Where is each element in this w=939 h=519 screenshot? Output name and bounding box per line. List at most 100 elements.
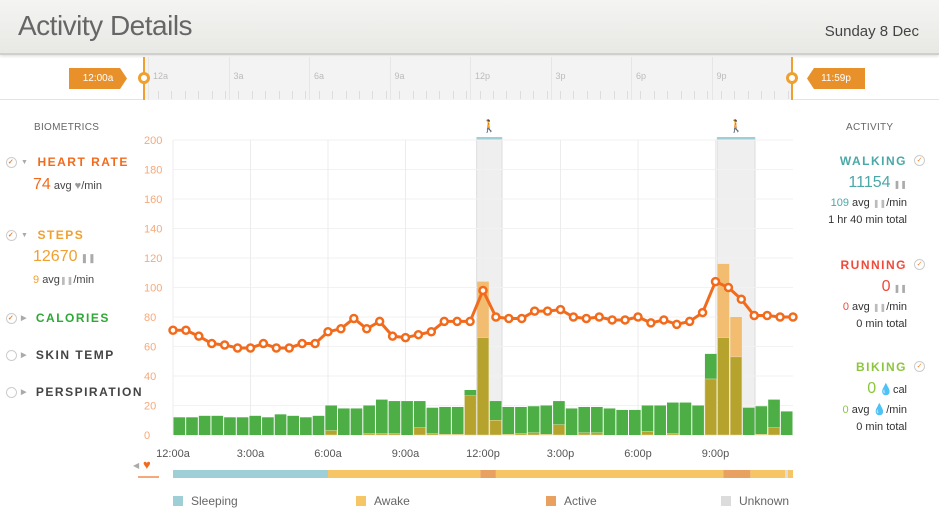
calories-bar bbox=[578, 406, 591, 435]
range-minor-tick bbox=[158, 91, 159, 99]
calories-bar bbox=[198, 415, 211, 435]
steps-bar bbox=[375, 433, 388, 436]
skin-temp-toggle[interactable]: ▶ SKIN TEMP bbox=[6, 348, 115, 362]
heart-rate-point bbox=[271, 343, 282, 353]
caret-right-icon: ▶ bbox=[21, 389, 28, 396]
calories-toggle[interactable]: ✓ ▶ CALORIES bbox=[6, 311, 110, 325]
per-min-label: /min bbox=[886, 197, 907, 209]
walking-avg: 109 bbox=[830, 197, 849, 209]
calories-bar bbox=[527, 406, 540, 435]
range-tick-label: 9a bbox=[394, 71, 405, 81]
range-minor-tick bbox=[426, 91, 427, 99]
calories-bar bbox=[591, 406, 603, 435]
header: Activity Details Sunday 8 Dec bbox=[0, 0, 939, 55]
walking-person-icon: 🚶 bbox=[729, 119, 744, 133]
page-title: Activity Details bbox=[18, 10, 193, 41]
steps-bar bbox=[729, 356, 743, 436]
calories-bar bbox=[641, 405, 654, 435]
heart-rate-point bbox=[542, 306, 553, 316]
heart-rate-point bbox=[594, 312, 604, 322]
timeline-segment-awake bbox=[787, 470, 793, 478]
range-minor-tick bbox=[318, 91, 320, 99]
per-min-label: /min bbox=[81, 180, 102, 192]
steps-bar bbox=[717, 337, 730, 436]
heart-rate-point bbox=[672, 319, 682, 330]
calories-bar bbox=[426, 407, 439, 435]
calories-bar bbox=[629, 409, 641, 435]
running-steps: 0 bbox=[881, 278, 891, 295]
heart-rate-point bbox=[517, 313, 527, 324]
calories-bar bbox=[616, 409, 629, 435]
x-tick-label: 12:00a bbox=[156, 448, 191, 460]
range-minor-tick bbox=[493, 91, 494, 99]
avg-label: avg bbox=[852, 197, 870, 209]
check-icon[interactable]: ✓ bbox=[914, 155, 925, 166]
perspiration-toggle[interactable]: ▶ PERSPIRATION bbox=[6, 385, 143, 399]
heart-rate-point bbox=[710, 276, 721, 287]
range-minor-tick bbox=[506, 91, 508, 99]
heart-rate-point bbox=[478, 285, 488, 296]
calories-bar bbox=[603, 408, 616, 435]
heart-rate-point bbox=[736, 294, 747, 305]
steps-total: 12670 bbox=[33, 248, 78, 265]
y-tick-label: 120 bbox=[144, 253, 162, 265]
heart-rate-toggle[interactable]: ✓ ▼ HEART RATE bbox=[6, 155, 129, 169]
check-icon[interactable]: ✓ bbox=[914, 259, 925, 270]
calories-bar bbox=[755, 406, 768, 435]
unchecked-circle-icon[interactable] bbox=[6, 349, 17, 361]
range-minor-tick bbox=[439, 91, 441, 99]
heart-rate-point bbox=[633, 312, 643, 322]
heart-rate-point bbox=[413, 329, 424, 340]
calories-bar bbox=[540, 405, 553, 435]
legend-item-awake: Awake bbox=[356, 494, 410, 508]
walking-steps: 11154 bbox=[848, 174, 891, 191]
range-minor-tick bbox=[640, 91, 642, 99]
per-min-label: /min bbox=[886, 301, 907, 313]
steps-bar bbox=[641, 431, 654, 436]
steps-bar bbox=[514, 433, 528, 436]
check-icon[interactable]: ✓ bbox=[6, 156, 17, 168]
calories-bar bbox=[489, 401, 502, 435]
range-minor-tick bbox=[479, 91, 481, 99]
caret-down-icon: ▼ bbox=[21, 158, 30, 166]
heart-rate-point bbox=[349, 313, 359, 324]
steps-bar bbox=[325, 430, 338, 436]
check-icon[interactable]: ✓ bbox=[6, 312, 17, 324]
start-time-label[interactable]: 12:00a bbox=[69, 68, 127, 89]
check-icon[interactable]: ✓ bbox=[914, 361, 925, 372]
end-handle[interactable] bbox=[786, 72, 798, 84]
range-minor-tick bbox=[345, 91, 347, 99]
end-time-label[interactable]: 11:59p bbox=[807, 68, 865, 89]
per-min-label: /min bbox=[73, 274, 95, 286]
steps-bar bbox=[489, 420, 502, 436]
calories-bar bbox=[439, 406, 451, 435]
skin-temp-label: SKIN TEMP bbox=[35, 348, 115, 362]
y-tick-label: 20 bbox=[144, 401, 156, 413]
walking-period-marker bbox=[717, 137, 756, 140]
steps-bar bbox=[767, 427, 781, 436]
legend-swatch bbox=[721, 496, 731, 506]
caret-down-icon: ▼ bbox=[21, 231, 30, 239]
steps-toggle[interactable]: ✓ ▼ STEPS bbox=[6, 228, 84, 242]
calories-bar bbox=[451, 406, 464, 435]
range-minor-tick bbox=[694, 91, 695, 99]
legend-label: Unknown bbox=[739, 494, 790, 508]
heart-rate-point bbox=[284, 343, 294, 353]
check-icon[interactable]: ✓ bbox=[6, 229, 17, 241]
biometrics-heading: BIOMETRICS bbox=[34, 122, 100, 133]
steps-bar bbox=[438, 434, 452, 436]
biking-total: 0 min total bbox=[856, 421, 907, 433]
heart-rate-point bbox=[775, 312, 785, 322]
heart-rate-point bbox=[581, 313, 592, 324]
steps-label: STEPS bbox=[37, 228, 85, 242]
walking-label: WALKING bbox=[839, 154, 907, 168]
heart-rate-value: 74 avg ♥/min bbox=[33, 176, 102, 194]
walking-period-marker bbox=[476, 137, 502, 140]
range-tick-label: 6a bbox=[314, 71, 325, 81]
time-range-slider[interactable]: 12a 3a 6a 9a 12p 3p 6p 9p 12:00a 11:59p bbox=[0, 57, 939, 100]
calories-bar bbox=[211, 415, 224, 435]
heart-rate-point bbox=[452, 316, 462, 327]
caret-right-icon: ▶ bbox=[21, 315, 28, 322]
unchecked-circle-icon[interactable] bbox=[6, 386, 17, 398]
start-handle[interactable] bbox=[138, 72, 150, 84]
